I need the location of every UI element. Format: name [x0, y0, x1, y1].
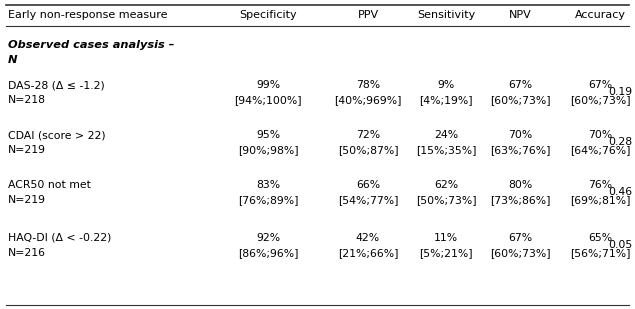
Text: [60%;73%]: [60%;73%]	[490, 95, 551, 105]
Text: 70%: 70%	[508, 130, 532, 140]
Text: [50%;73%]: [50%;73%]	[416, 195, 476, 205]
Text: N=219: N=219	[8, 145, 46, 155]
Text: Early non-response measure: Early non-response measure	[8, 10, 168, 20]
Text: [56%;71%]: [56%;71%]	[570, 248, 631, 258]
Text: CDAI (score > 22): CDAI (score > 22)	[8, 130, 105, 140]
Text: HAQ-DI (Δ < -0.22): HAQ-DI (Δ < -0.22)	[8, 233, 111, 243]
Text: [69%;81%]: [69%;81%]	[570, 195, 631, 205]
Text: 0.19: 0.19	[608, 87, 632, 97]
Text: 78%: 78%	[356, 80, 380, 90]
Text: [60%;73%]: [60%;73%]	[570, 95, 631, 105]
Text: Observed cases analysis –: Observed cases analysis –	[8, 40, 175, 50]
Text: 92%: 92%	[256, 233, 280, 243]
Text: [54%;77%]: [54%;77%]	[338, 195, 398, 205]
Text: [76%;89%]: [76%;89%]	[237, 195, 298, 205]
Text: N=219: N=219	[8, 195, 46, 205]
Text: [5%;21%]: [5%;21%]	[419, 248, 473, 258]
Text: 9%: 9%	[438, 80, 455, 90]
Text: 67%: 67%	[508, 233, 532, 243]
Text: 42%: 42%	[356, 233, 380, 243]
Text: 0.46: 0.46	[608, 187, 632, 197]
Text: 24%: 24%	[434, 130, 458, 140]
Text: 76%: 76%	[588, 180, 612, 190]
Text: Specificity: Specificity	[239, 10, 297, 20]
Text: [60%;73%]: [60%;73%]	[490, 248, 551, 258]
Text: [4%;19%]: [4%;19%]	[419, 95, 473, 105]
Text: 99%: 99%	[256, 80, 280, 90]
Text: N: N	[8, 55, 18, 65]
Text: N=216: N=216	[8, 248, 46, 258]
Text: 67%: 67%	[588, 80, 612, 90]
Text: NPV: NPV	[509, 10, 531, 20]
Text: ACR50 not met: ACR50 not met	[8, 180, 91, 190]
Text: 80%: 80%	[508, 180, 532, 190]
Text: 83%: 83%	[256, 180, 280, 190]
Text: 65%: 65%	[588, 233, 612, 243]
Text: [90%;98%]: [90%;98%]	[237, 145, 298, 155]
Text: N=218: N=218	[8, 95, 46, 105]
Text: 11%: 11%	[434, 233, 458, 243]
Text: [73%;86%]: [73%;86%]	[490, 195, 551, 205]
Text: [21%;66%]: [21%;66%]	[338, 248, 398, 258]
Text: 95%: 95%	[256, 130, 280, 140]
Text: DAS-28 (Δ ≤ -1.2): DAS-28 (Δ ≤ -1.2)	[8, 80, 105, 90]
Text: 0.05: 0.05	[608, 240, 632, 250]
Text: 66%: 66%	[356, 180, 380, 190]
Text: Sensitivity: Sensitivity	[417, 10, 475, 20]
Text: [63%;76%]: [63%;76%]	[490, 145, 551, 155]
Text: 0.28: 0.28	[608, 137, 632, 147]
Text: [64%;76%]: [64%;76%]	[570, 145, 631, 155]
Text: 72%: 72%	[356, 130, 380, 140]
Text: PPV: PPV	[358, 10, 378, 20]
Text: 62%: 62%	[434, 180, 458, 190]
Text: [94%;100%]: [94%;100%]	[234, 95, 302, 105]
Text: [86%;96%]: [86%;96%]	[237, 248, 298, 258]
Text: Accuracy: Accuracy	[575, 10, 625, 20]
Text: [15%;35%]: [15%;35%]	[416, 145, 476, 155]
Text: 67%: 67%	[508, 80, 532, 90]
Text: [40%;969%]: [40%;969%]	[334, 95, 402, 105]
Text: 70%: 70%	[588, 130, 612, 140]
Text: [50%;87%]: [50%;87%]	[338, 145, 398, 155]
